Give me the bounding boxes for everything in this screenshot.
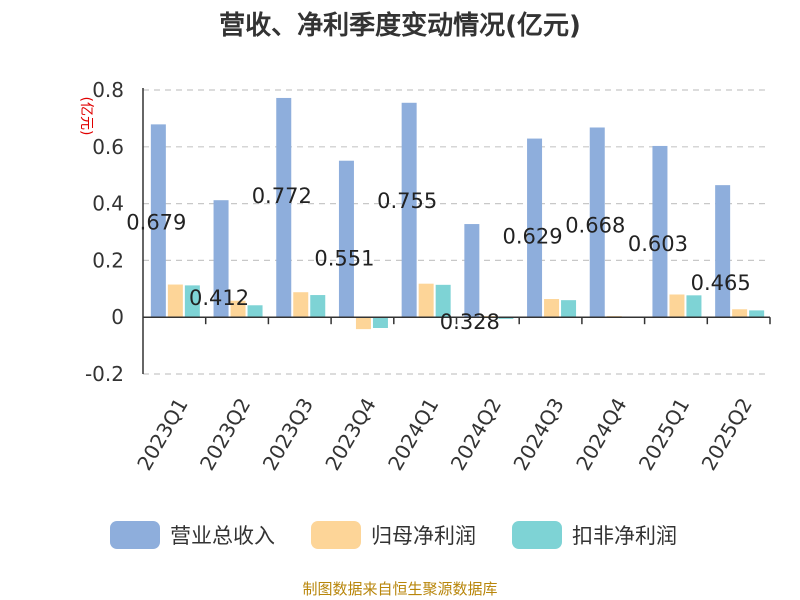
bar-2025Q2-3	[749, 310, 765, 318]
legend-swatch-1	[110, 521, 160, 549]
data-label: 0.679	[126, 210, 186, 234]
bar-2023Q2-2	[230, 300, 246, 318]
legend-label-2: 归母净利润	[371, 524, 476, 548]
bar-2024Q1-2	[418, 283, 434, 318]
bar-2023Q4-1	[338, 160, 354, 318]
data-label: 0.551	[314, 247, 374, 271]
bar-2023Q4-3	[372, 317, 388, 328]
x-tick-label: 2023Q1	[132, 394, 192, 475]
legend-swatch-3	[512, 521, 562, 549]
x-tick-label: 2024Q2	[446, 394, 506, 475]
bar-2024Q3-2	[544, 299, 560, 318]
source-note: 制图数据来自恒生聚源数据库	[302, 580, 497, 598]
data-label: 0.412	[189, 286, 249, 310]
bar-2023Q1-1	[150, 124, 166, 318]
bar-2024Q4-1	[589, 127, 605, 318]
x-tick-label: 2024Q3	[508, 394, 568, 475]
bar-2025Q1-3	[686, 295, 702, 318]
bar-2023Q1-2	[167, 284, 183, 318]
bar-2025Q1-2	[669, 294, 685, 318]
data-label: 0.465	[691, 271, 751, 295]
chart-title: 营收、净利季度变动情况(亿元)	[219, 10, 581, 41]
data-label: 0.755	[377, 189, 437, 213]
bar-2023Q3-2	[293, 292, 309, 318]
legend: 营业总收入 归母净利润 扣非净利润	[110, 521, 677, 549]
data-label: 0.328	[440, 310, 500, 334]
legend-label-3: 扣非净利润	[572, 524, 677, 548]
bar-2023Q4-2	[355, 317, 371, 330]
x-tick-label: 2025Q1	[634, 394, 694, 475]
data-label: 0.668	[565, 213, 625, 237]
bar-2025Q1-1	[652, 145, 668, 318]
y-tick-label: 0.2	[92, 248, 124, 272]
bar-2025Q2-1	[715, 185, 731, 318]
legend-label-1: 营业总收入	[170, 524, 275, 548]
bar-2023Q3-3	[310, 295, 326, 318]
data-label: 0.629	[502, 225, 562, 249]
bar-2024Q3-3	[561, 300, 577, 318]
data-labels: 0.679 0.412 0.772 0.551 0.755 0.328 0.629 0.668…	[126, 184, 750, 334]
bar-2024Q3-1	[527, 138, 543, 318]
bar-2024Q2-3	[498, 317, 514, 319]
x-tick-label: 2023Q4	[320, 394, 380, 475]
bar-2024Q1-1	[401, 102, 417, 318]
y-tick-label: 0.8	[92, 78, 124, 102]
bar-2024Q1-3	[435, 284, 451, 318]
x-tick-label: 2025Q2	[697, 394, 757, 475]
bar-2023Q2-3	[247, 305, 263, 318]
x-tick-label: 2024Q1	[383, 394, 443, 475]
bar-2023Q3-1	[276, 97, 292, 318]
x-tick-label: 2024Q4	[571, 394, 631, 475]
y-unit-label: (亿元)	[78, 97, 94, 136]
x-tick-label: 2023Q3	[258, 394, 318, 475]
bar-2023Q2-1	[213, 200, 229, 318]
x-tick-label: 2023Q2	[195, 394, 255, 475]
data-label: 0.603	[628, 232, 688, 256]
bar-2023Q1-3	[184, 285, 200, 318]
legend-swatch-2	[311, 521, 361, 549]
y-tick-label: 0.6	[92, 135, 124, 159]
y-tick-label: 0	[111, 305, 124, 329]
bar-2025Q2-2	[732, 309, 748, 318]
data-label: 0.772	[252, 184, 312, 208]
y-tick-label: -0.2	[85, 362, 124, 386]
y-tick-label: 0.4	[92, 192, 124, 216]
bars	[150, 97, 765, 330]
bar-2024Q2-1	[464, 224, 480, 318]
